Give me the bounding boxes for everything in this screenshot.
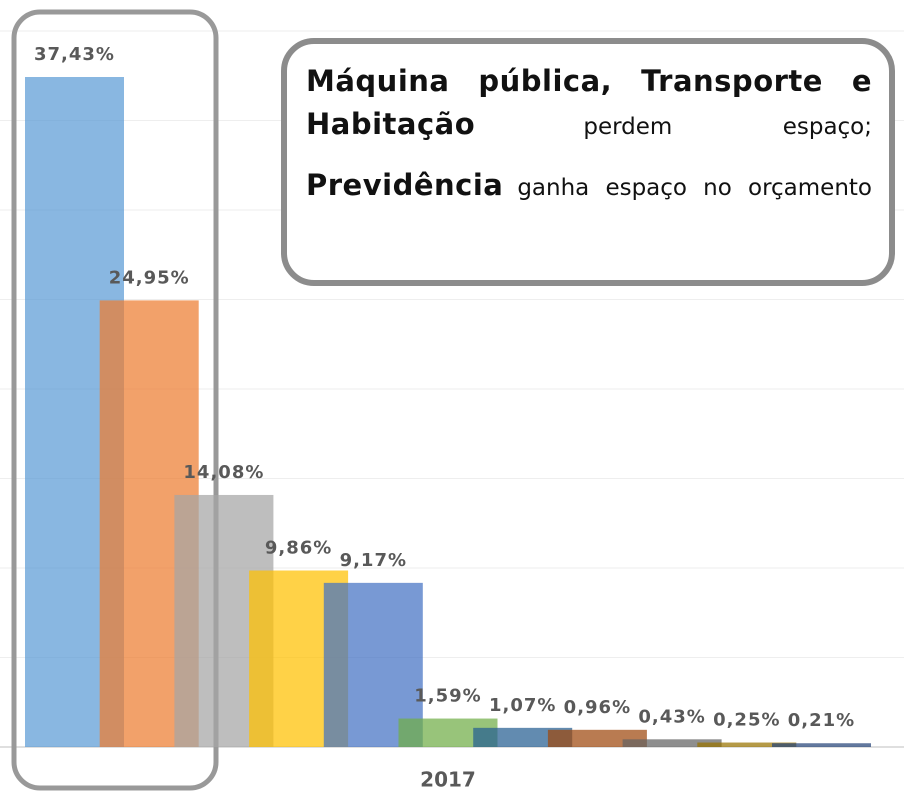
data-label: 24,95% — [109, 267, 190, 288]
data-label: 37,43% — [34, 44, 115, 65]
x-tick-label: 2017 — [420, 768, 476, 792]
data-label: 0,21% — [788, 710, 855, 731]
bar — [473, 727, 573, 747]
annotation-text: ganha espaço no orçamento — [517, 175, 872, 201]
annotation-bold: Previdência — [306, 168, 504, 202]
data-label: 14,08% — [183, 462, 264, 483]
annotation-box — [281, 38, 895, 286]
bar — [547, 729, 647, 747]
annotation-bold: Máquina pública, Transporte e Habitação — [306, 64, 872, 141]
data-label: 9,86% — [265, 538, 332, 559]
data-label: 1,07% — [489, 695, 556, 716]
data-label: 0,43% — [638, 706, 705, 727]
annotation: Máquina pública, Transporte e Habitação … — [306, 62, 872, 227]
annotation-text: perdem espaço; — [583, 114, 872, 140]
bar — [772, 743, 871, 747]
highlight-box — [11, 9, 219, 791]
data-label: 0,25% — [713, 710, 780, 731]
data-label: 1,59% — [414, 686, 481, 707]
bar — [697, 742, 797, 747]
bar — [622, 739, 722, 747]
data-label: 0,96% — [564, 697, 631, 718]
data-label: 9,17% — [340, 550, 407, 571]
